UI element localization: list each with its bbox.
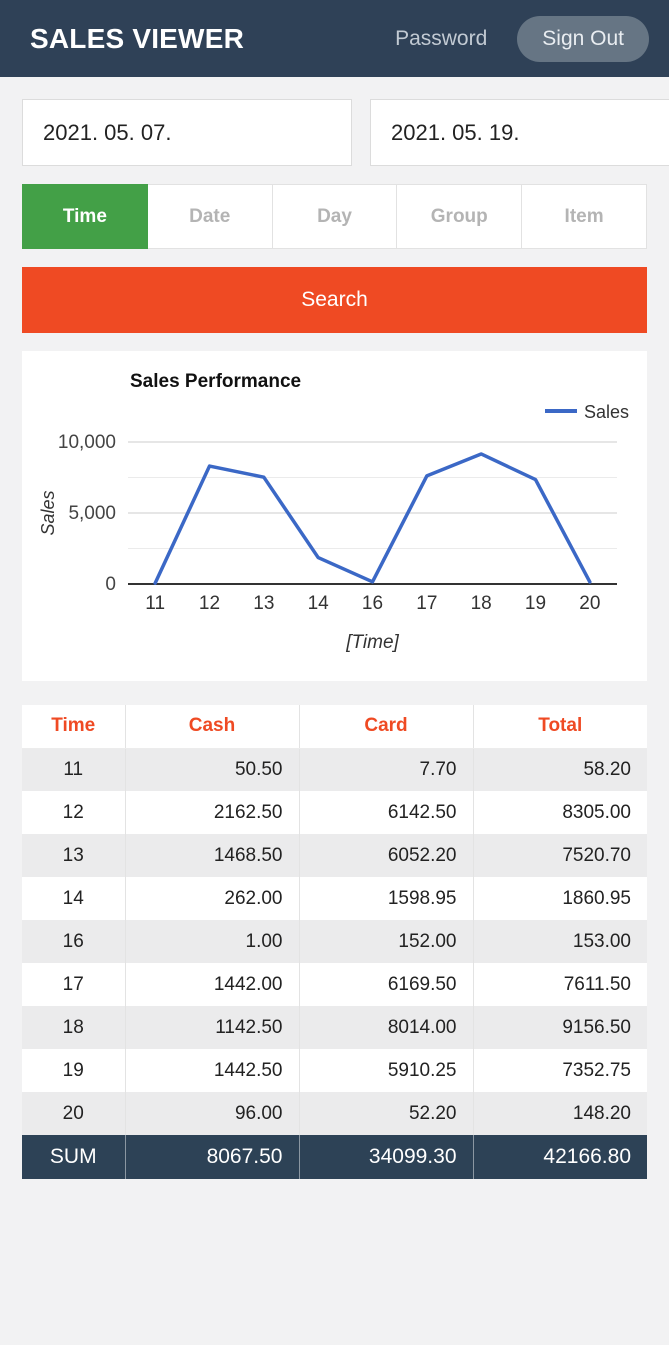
x-axis-title: [Time] (345, 632, 399, 653)
sales-table: Time Cash Card Total 11 50.50 7.70 58.20 12 2… (22, 705, 647, 1179)
tab-time[interactable]: Time (22, 184, 148, 249)
value-cell: 1468.50 (124, 834, 299, 877)
sum-total-cell: 42166.80 (472, 1135, 647, 1179)
value-cell: 6052.20 (298, 834, 473, 877)
time-cell: 11 (63, 758, 84, 780)
value-cell: 50.50 (124, 748, 299, 791)
value-cell: 52.20 (298, 1092, 473, 1135)
value-cell: 1442.50 (124, 1049, 299, 1092)
sales-performance-chart: 0 5,000 10,000 11 12 13 14 16 17 18 19 20 Sales Perf… (38, 371, 629, 653)
app-header: SALES VIEWER Password Sign Out (0, 0, 669, 77)
time-cell: 19 (62, 1059, 84, 1081)
table-row: 13 1468.50 6052.20 7520.70 (22, 834, 647, 877)
value-cell: 96.00 (124, 1092, 299, 1135)
table-header: Time Cash Card Total (22, 705, 647, 749)
date-to-input[interactable] (370, 99, 669, 166)
table-footer: SUM 8067.50 34099.30 42166.80 (22, 1135, 647, 1179)
value-cell: 6142.50 (298, 791, 473, 834)
chart-card: 0 5,000 10,000 11 12 13 14 16 17 18 19 20 Sales Perf… (22, 351, 647, 681)
x-tick-label: 19 (525, 593, 546, 614)
x-tick-label: 12 (199, 593, 220, 614)
table-row: 18 1142.50 8014.00 9156.50 (22, 1006, 647, 1049)
value-cell: 7611.50 (472, 963, 647, 1006)
table-row: 12 2162.50 6142.50 8305.00 (22, 791, 647, 834)
sum-label-cell: SUM (22, 1135, 125, 1179)
sum-cash-cell: 8067.50 (124, 1135, 299, 1179)
app-title: SALES VIEWER (30, 22, 244, 54)
value-cell: 2162.50 (124, 791, 299, 834)
time-cell: 13 (62, 844, 84, 866)
sign-out-button[interactable]: Sign Out (517, 15, 649, 62)
view-tabs: Time Date Day Group Item (22, 184, 647, 249)
time-cell: 17 (62, 973, 84, 995)
table-body: 11 50.50 7.70 58.20 12 2162.50 6142.50 8305.00 1… (22, 748, 647, 1135)
value-cell: 153.00 (472, 920, 647, 963)
password-link[interactable]: Password (389, 26, 493, 52)
column-header-card: Card (298, 705, 473, 749)
value-cell: 1.00 (124, 920, 299, 963)
value-cell: 1598.95 (298, 877, 473, 920)
y-axis-title: Sales (38, 490, 58, 535)
tab-group[interactable]: Group (397, 184, 523, 249)
table-row: 14 262.00 1598.95 1860.95 (22, 877, 647, 920)
x-tick-label: 18 (471, 593, 492, 614)
value-cell: 7520.70 (472, 834, 647, 877)
sum-row: SUM 8067.50 34099.30 42166.80 (22, 1135, 647, 1179)
value-cell: 8014.00 (298, 1006, 473, 1049)
value-cell: 58.20 (472, 748, 647, 791)
x-tick-label: 20 (579, 593, 600, 614)
table-row: 19 1442.50 5910.25 7352.75 (22, 1049, 647, 1092)
value-cell: 1860.95 (472, 877, 647, 920)
column-header-total: Total (472, 705, 647, 749)
value-cell: 7352.75 (472, 1049, 647, 1092)
y-tick-label: 5,000 (68, 503, 116, 524)
time-cell: 20 (62, 1102, 84, 1124)
sum-card-cell: 34099.30 (298, 1135, 473, 1179)
x-tick-label: 13 (253, 593, 274, 614)
table-row: 20 96.00 52.20 148.20 (22, 1092, 647, 1135)
tab-date[interactable]: Date (147, 184, 273, 249)
date-range-filters (22, 99, 669, 166)
legend-label: Sales (584, 402, 629, 422)
search-button[interactable]: Search (22, 267, 647, 333)
time-cell: 18 (62, 1016, 84, 1038)
tab-item[interactable]: Item (522, 184, 647, 249)
table-container: Time Cash Card Total 11 50.50 7.70 58.20 12 2… (22, 705, 647, 1179)
table-row: 17 1442.00 6169.50 7611.50 (22, 963, 647, 1006)
x-tick-label: 17 (416, 593, 437, 614)
x-tick-label: 14 (308, 593, 330, 614)
table-row: 11 50.50 7.70 58.20 (22, 748, 647, 791)
value-cell: 1142.50 (124, 1006, 299, 1049)
y-tick-label: 10,000 (58, 432, 116, 453)
value-cell: 8305.00 (472, 791, 647, 834)
time-cell: 16 (62, 930, 84, 952)
chart-title: Sales Performance (130, 371, 301, 392)
value-cell: 9156.50 (472, 1006, 647, 1049)
value-cell: 152.00 (298, 920, 473, 963)
column-header-time: Time (22, 705, 125, 749)
x-tick-label: 16 (362, 593, 383, 614)
value-cell: 7.70 (298, 748, 473, 791)
value-cell: 262.00 (124, 877, 299, 920)
time-cell: 12 (62, 801, 84, 823)
table-row: 16 1.00 152.00 153.00 (22, 920, 647, 963)
column-header-cash: Cash (124, 705, 299, 749)
y-tick-label: 0 (105, 574, 116, 595)
x-tick-label: 11 (145, 593, 165, 614)
value-cell: 5910.25 (298, 1049, 473, 1092)
value-cell: 148.20 (472, 1092, 647, 1135)
time-cell: 14 (62, 887, 84, 909)
sales-line (153, 452, 592, 585)
tab-day[interactable]: Day (272, 184, 398, 249)
value-cell: 1442.00 (124, 963, 299, 1006)
value-cell: 6169.50 (298, 963, 473, 1006)
date-from-input[interactable] (22, 99, 352, 166)
